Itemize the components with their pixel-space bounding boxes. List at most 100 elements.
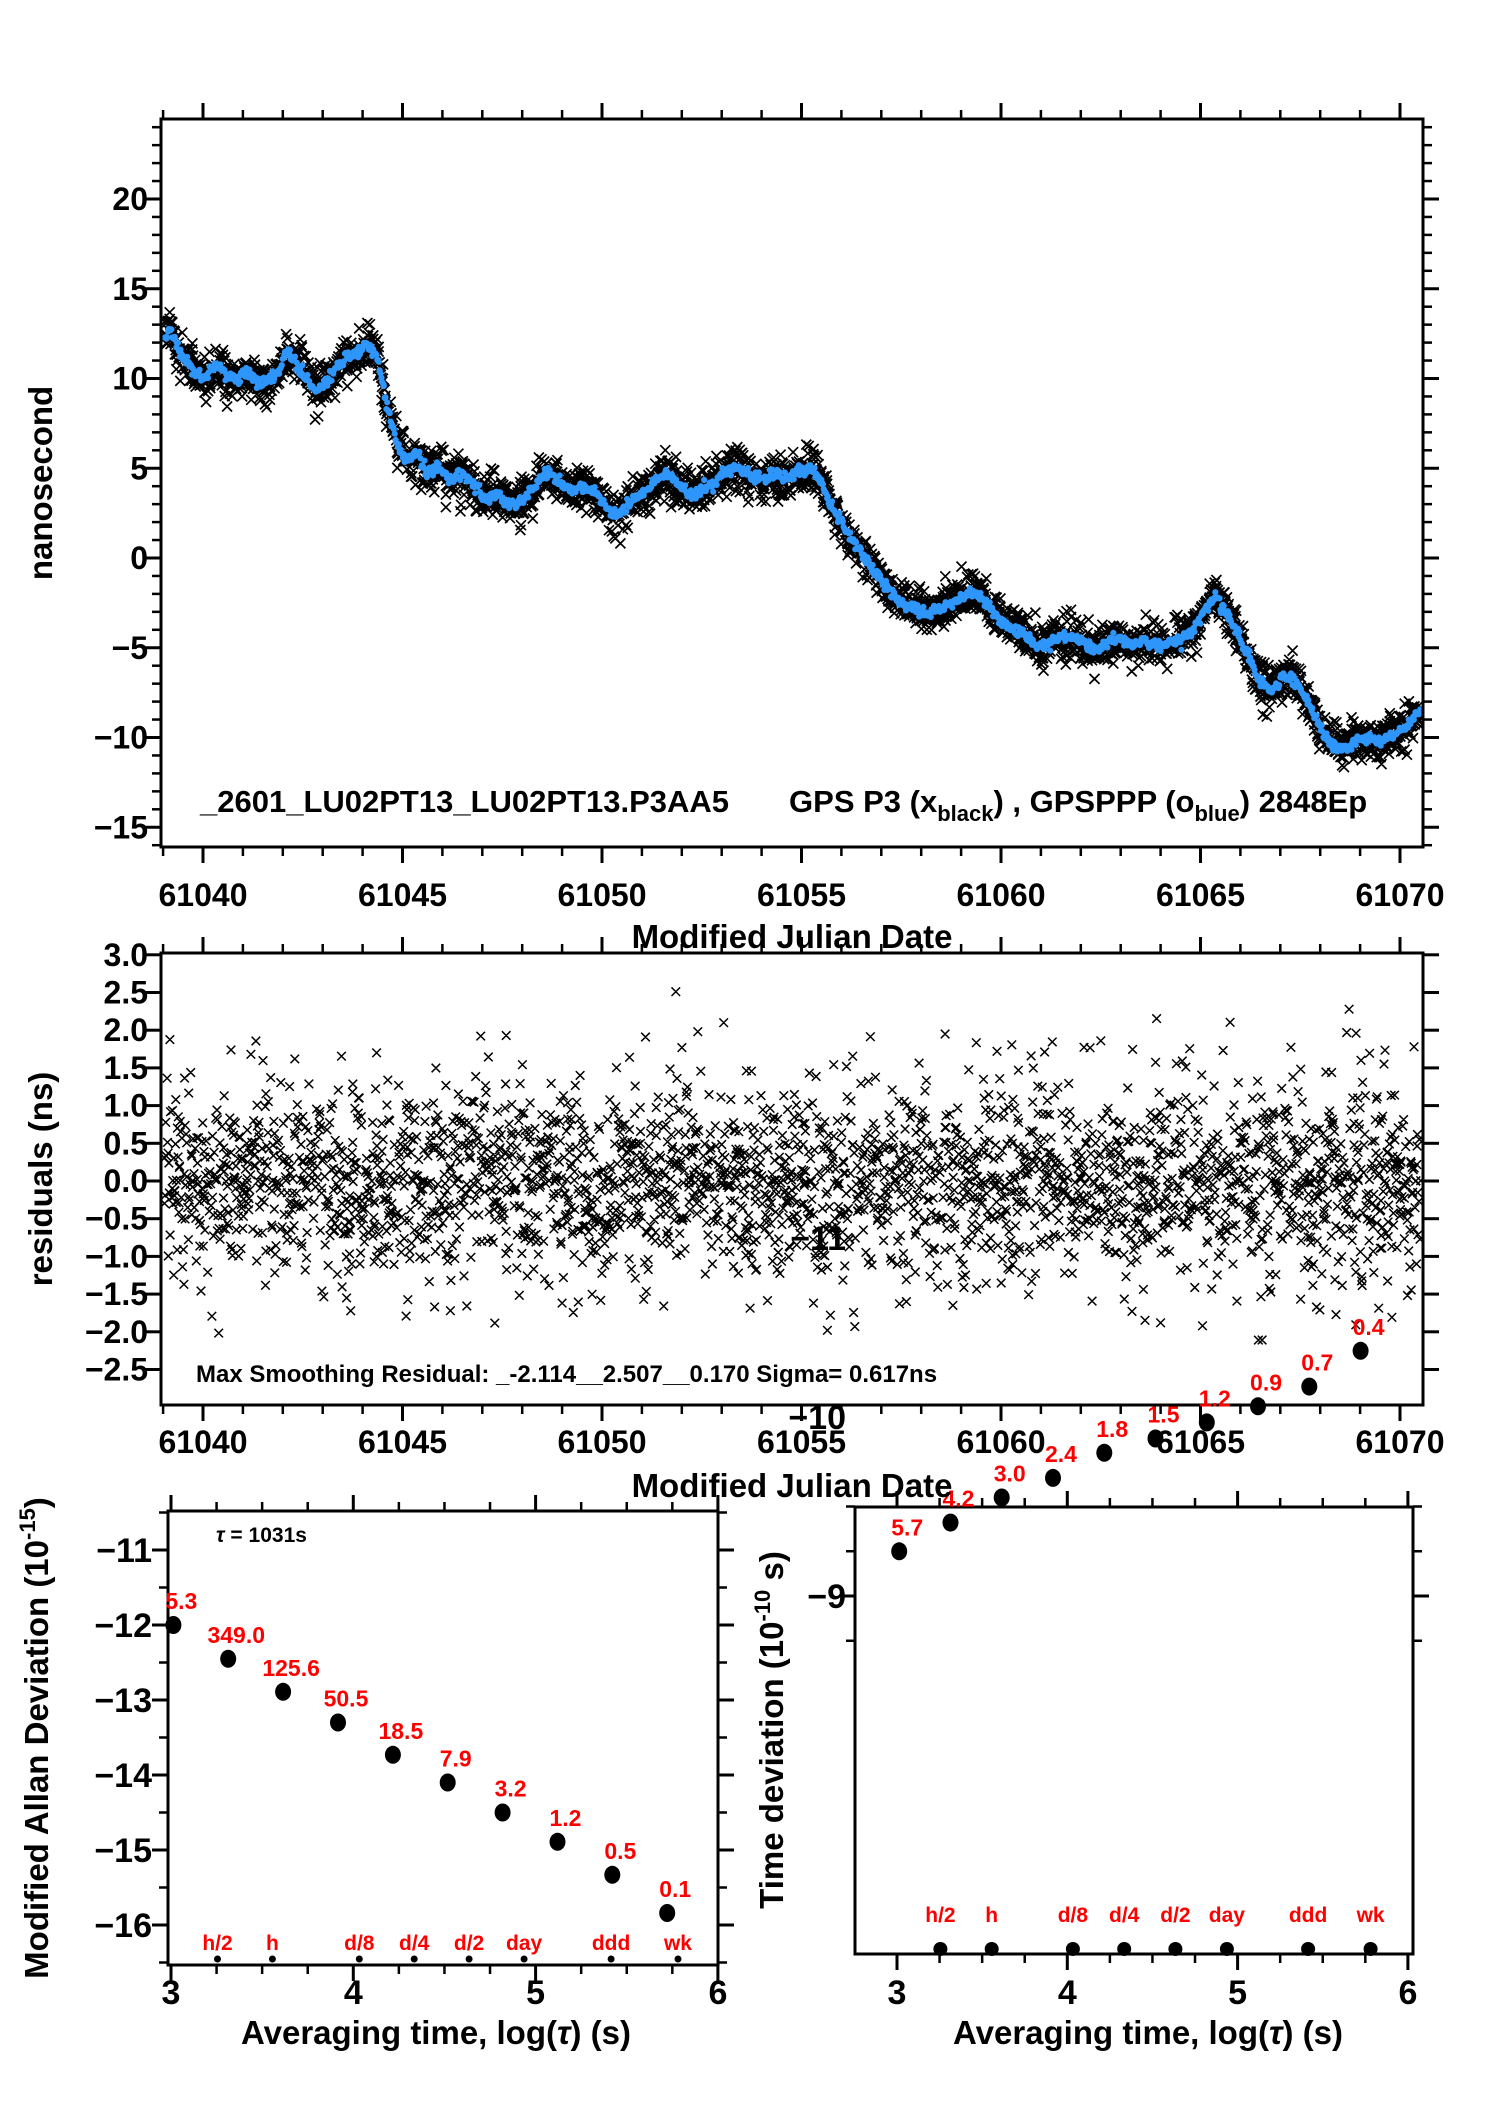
- y-tick-label: −15: [94, 1832, 152, 1870]
- y-tick-label: 0: [130, 540, 148, 576]
- x-tick-label: 61055: [757, 877, 846, 913]
- y-tick-label: 5: [130, 450, 148, 486]
- top-xlabel: Modified Julian Date: [632, 918, 953, 955]
- mdev-chart-ticks: [152, 1495, 734, 1981]
- tdev-point: [1045, 1468, 1061, 1487]
- residual-x-markers: [161, 986, 1423, 1345]
- tdev-point: [891, 1542, 908, 1561]
- averaging-bin-marker: [933, 1942, 948, 1956]
- top-chart-ticks: [145, 103, 1439, 863]
- y-tick-label: 1.0: [104, 1088, 148, 1124]
- y-tick-label: −1.0: [85, 1238, 148, 1274]
- top-annotation: _2601_LU02PT13_LU02PT13.P3AA5 GPS P3 (xbl…: [199, 784, 1367, 826]
- mdev-point-value-label: 1.2: [549, 1805, 581, 1831]
- mdev-point: [165, 1616, 182, 1634]
- mdev-point: [275, 1682, 292, 1701]
- plot-frame: [166, 1509, 720, 1967]
- y-tick-label: 20: [112, 181, 148, 217]
- annotation-series-black: GPS P3 (x: [789, 784, 938, 819]
- tdev-chart-ticks: [839, 1491, 1429, 1970]
- x-tick-label: 61065: [1156, 877, 1245, 913]
- mdev-xlabel: Averaging time, log(τ) (s): [241, 2014, 631, 2051]
- tdev-point: [1147, 1429, 1164, 1448]
- y-tick-label: −10: [94, 720, 148, 756]
- averaging-bin-label: d/8: [344, 1932, 375, 1955]
- residuals-xlabel: Modified Julian Date: [632, 1467, 953, 1504]
- tdev-point-value-label: 0.9: [1250, 1369, 1282, 1395]
- mdev-point-value-label: 18.5: [378, 1718, 423, 1744]
- mdev-point: [439, 1773, 456, 1792]
- tdev-point-value-label: 0.7: [1301, 1350, 1333, 1376]
- tdev-point: [1198, 1413, 1215, 1432]
- tdev-point-value-label: 2.4: [1045, 1441, 1077, 1467]
- x-tick-label: 61060: [957, 1424, 1046, 1460]
- mdev-point-value-label: 3.2: [495, 1776, 527, 1802]
- averaging-bin-label: d/4: [1109, 1904, 1140, 1927]
- tdev-point: [1250, 1397, 1266, 1416]
- residuals-annotation: Max Smoothing Residual: _-2.114__2.507__…: [196, 1361, 937, 1388]
- x-tick-label: 4: [344, 1974, 363, 2012]
- tdev-point: [1096, 1443, 1113, 1462]
- x-tick-label: 61055: [757, 1424, 846, 1460]
- x-tick-label: 5: [526, 1974, 545, 2012]
- averaging-bin-marker: [674, 1955, 682, 1963]
- tdev-point: [993, 1488, 1010, 1507]
- mdev-point: [494, 1803, 511, 1822]
- tdev-point: [1301, 1377, 1318, 1396]
- y-tick-label: 10: [112, 361, 148, 397]
- averaging-bin-label: wk: [663, 1932, 692, 1955]
- averaging-bin-label: day: [506, 1932, 543, 1955]
- x-tick-label: 61040: [159, 877, 248, 913]
- y-tick-label: −5: [112, 630, 148, 666]
- residuals-ylabel: residuals (ns): [22, 1072, 59, 1287]
- mdev-point: [220, 1649, 237, 1668]
- annotation-file-id: _2601_LU02PT13_LU02PT13.P3AA5: [199, 784, 729, 819]
- averaging-bin-label: ddd: [592, 1932, 630, 1955]
- y-tick-label: −14: [94, 1757, 152, 1795]
- averaging-bin-marker: [268, 1955, 276, 1963]
- mdev-point: [549, 1832, 566, 1851]
- averaging-bin-marker: [465, 1955, 473, 1963]
- y-tick-label: −12: [94, 1607, 152, 1645]
- mdev-ylabel: Modified Allan Deviation (10-15): [15, 1497, 55, 1979]
- annotation-series-blue: ) , GPSPPP (o: [993, 784, 1194, 819]
- y-tick-label: −2.5: [85, 1352, 148, 1388]
- averaging-bin-label: d/2: [454, 1932, 484, 1955]
- averaging-bin-label: h/2: [202, 1932, 232, 1955]
- averaging-bin-label: h/2: [925, 1904, 955, 1927]
- y-tick-label: 2.5: [104, 975, 148, 1011]
- residuals-chart-ticks: [145, 937, 1439, 1421]
- x-tick-label: 61050: [558, 1424, 647, 1460]
- tdev-chart: 3 4 5 6 −9 −10 −11 5.7 4.2 3.0 2.4 1.8 1.5 1.2 0.9 0.7 0…: [788, 1220, 1429, 2012]
- averaging-bin-marker: [355, 1955, 363, 1963]
- tdev-point-value-label: 1.2: [1199, 1385, 1231, 1411]
- averaging-bin-marker: [607, 1955, 615, 1963]
- x-tick-label: 3: [162, 1974, 181, 2012]
- averaging-bin-label: day: [1209, 1904, 1246, 1927]
- x-tick-label: 6: [708, 1974, 727, 2012]
- tdev-point-value-label: 0.4: [1353, 1314, 1385, 1340]
- y-tick-label: −9: [807, 1578, 846, 1616]
- x-tick-label: 3: [888, 1974, 907, 2012]
- tdev-point-value-label: 1.8: [1096, 1416, 1128, 1442]
- mdev-point-value-label: 5.3: [165, 1588, 197, 1614]
- mdev-point-value-label: 7.9: [440, 1746, 472, 1772]
- gps-p3-x-markers: [161, 306, 1423, 773]
- x-tick-label: 61045: [358, 877, 447, 913]
- y-tick-label: 3.0: [104, 937, 148, 973]
- averaging-bin-label: wk: [1356, 1904, 1385, 1927]
- x-tick-label: 61070: [1356, 1424, 1445, 1460]
- top-chart: 61040 61045 61050 61055 61060 61065 61070 −15 −1…: [94, 103, 1445, 913]
- mdev-chart: 3 4 5 6 −11 −12 −13 −14 −15 −16 5.3 349.0 125.650.5 1…: [94, 1495, 734, 2012]
- averaging-bin-marker: [520, 1955, 528, 1963]
- mdev-point: [384, 1745, 401, 1764]
- averaging-bin-label: h: [985, 1904, 998, 1927]
- y-tick-label: −11: [790, 1220, 846, 1258]
- x-tick-label: 61070: [1356, 877, 1445, 913]
- mdev-point: [604, 1865, 621, 1884]
- y-tick-label: 0.5: [104, 1125, 148, 1161]
- y-tick-label: −11: [96, 1532, 152, 1570]
- tdev-point: [1352, 1341, 1369, 1360]
- mdev-point-value-label: 0.5: [604, 1838, 636, 1864]
- tdev-point-value-label: 5.7: [891, 1514, 923, 1540]
